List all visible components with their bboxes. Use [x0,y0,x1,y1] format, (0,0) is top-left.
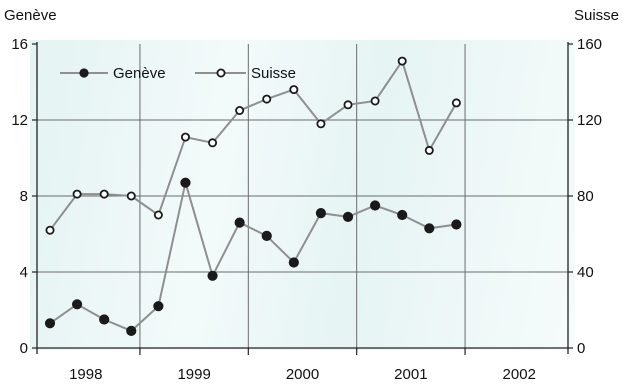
right-tick-label: 160 [577,36,602,53]
data-point-genève [397,209,408,221]
left-axis-title: Genève [4,7,57,24]
data-point-genève [99,314,110,325]
left-tick-label: 0 [20,340,28,357]
data-point-genève [153,301,164,312]
data-point-suisse [126,191,136,201]
data-point-genève [261,230,272,241]
x-tick-label: 2000 [286,366,319,383]
right-axis-title: Suisse [574,7,619,24]
x-tick-label: 2001 [394,366,427,383]
data-point-suisse [235,106,245,116]
data-point-suisse [72,189,82,199]
data-point-genève [288,257,299,268]
data-point-suisse [99,189,109,199]
data-point-genève [71,299,83,310]
data-point-genève [44,318,56,329]
x-tick-label: 1999 [177,366,210,383]
legend-marker-suisse [216,68,226,78]
legend-label-suisse: Suisse [251,65,296,82]
data-point-genève [207,270,218,281]
data-point-suisse [262,94,272,104]
legend-marker-genève [79,68,89,78]
data-point-suisse [45,225,55,235]
x-tick-label: 2002 [503,366,536,383]
data-point-genève [180,177,191,188]
data-point-genève [370,200,381,211]
legend: Genève Suisse [60,65,296,82]
legend-label-genève: Genève [113,65,166,82]
data-point-genève [234,217,245,228]
data-point-genève [424,223,435,234]
data-point-suisse [370,96,380,106]
data-point-suisse [153,210,163,220]
left-tick-label: 8 [20,188,28,205]
data-point-genève [451,219,462,230]
data-point-suisse [316,119,326,129]
left-tick-label: 16 [11,36,28,53]
right-tick-label: 80 [577,188,594,205]
grid-layer [37,44,568,348]
right-tick-label: 0 [577,340,585,357]
series-layer [44,56,462,336]
x-tick-label: 1998 [69,366,102,383]
data-point-genève [342,211,354,222]
series-line-suisse [49,58,458,231]
data-point-suisse [424,145,434,155]
data-point-suisse [343,100,353,110]
series-line-genève [49,182,457,333]
left-tick-label: 4 [20,264,28,281]
right-tick-label: 120 [577,112,602,129]
data-point-suisse [397,56,407,66]
data-point-suisse [180,132,190,142]
data-point-suisse [208,138,218,148]
data-point-genève [126,325,137,336]
data-point-suisse [289,85,299,95]
left-tick-label: 12 [11,112,28,129]
data-point-suisse [451,98,461,108]
data-point-genève [315,208,327,219]
right-tick-label: 40 [577,264,594,281]
